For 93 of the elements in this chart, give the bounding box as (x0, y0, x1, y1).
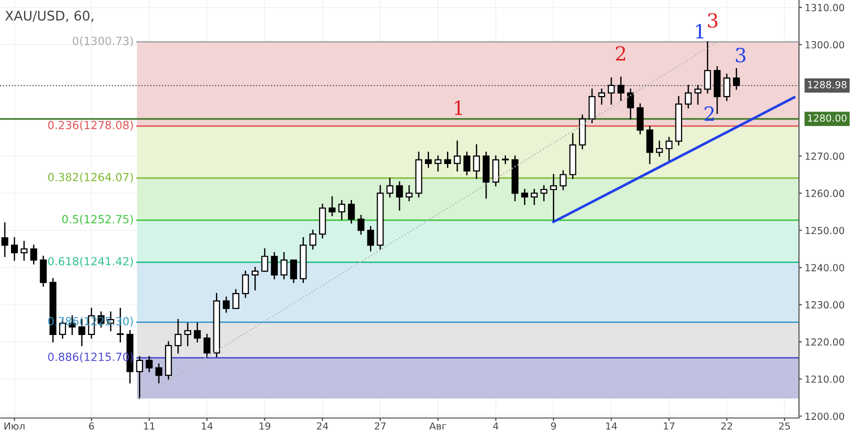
x-tick-label: 22 (721, 422, 732, 430)
candlestick (530, 188, 538, 205)
ref-line-label: 0.382(1264.07) (48, 172, 133, 183)
x-tick-label: 17 (664, 422, 674, 430)
candlestick (492, 155, 500, 186)
ref-line-label: 0.618(1241.42) (48, 256, 133, 267)
candlestick (598, 88, 606, 105)
x-tick-label: Авг (429, 422, 446, 430)
candlestick (608, 77, 615, 105)
x-tick-label: 4 (493, 422, 498, 430)
ref-line-label: 0.236(1278.08) (48, 120, 133, 131)
candlestick (367, 226, 374, 252)
candlestick (617, 76, 624, 101)
candlestick (136, 356, 144, 399)
candlestick (194, 322, 201, 342)
candlestick (30, 244, 38, 264)
candlestick (174, 318, 182, 354)
y-tick-label: 1300.00 (806, 41, 844, 48)
candlestick (155, 364, 162, 384)
candlestick (232, 289, 240, 310)
x-tick-label: 14 (202, 422, 213, 430)
candlestick (10, 237, 18, 261)
candlestick (242, 270, 249, 298)
candlestick (694, 84, 702, 105)
x-tick-label: 27 (374, 422, 386, 430)
candlestick (146, 356, 153, 372)
candlestick (222, 296, 230, 313)
x-tick-label: 14 (606, 422, 617, 430)
candlestick (40, 256, 47, 287)
y-tick-label: 1230.00 (806, 301, 844, 309)
candlestick (636, 103, 644, 134)
candlestick (666, 136, 672, 163)
candlestick (723, 74, 730, 101)
annotation: 3 (736, 48, 746, 62)
x-tick-label: 9 (551, 422, 556, 430)
x-tick-label: 11 (144, 422, 154, 430)
candlestick (204, 334, 210, 358)
x-tick-label: 6 (89, 422, 94, 430)
y-tick-label: 1250.00 (806, 226, 844, 234)
x-tick-label: 25 (779, 422, 790, 430)
annotation: 1 (696, 24, 704, 38)
candlestick (261, 248, 268, 272)
candlestick (338, 200, 346, 220)
y-tick-label: 1310.00 (806, 4, 844, 12)
candlestick (588, 88, 596, 124)
annotation: 1 (454, 100, 462, 115)
x-tick-label: 19 (260, 422, 270, 430)
candlestick (358, 214, 364, 235)
candlestick (627, 88, 634, 120)
y-tick-label: 1210.00 (806, 375, 844, 383)
candlestick (270, 252, 278, 280)
candlestick (646, 126, 654, 164)
candlestick (184, 322, 192, 346)
ref-line-label: 1280.00 (808, 114, 847, 122)
candlestick (406, 185, 413, 202)
candlestick (540, 185, 548, 202)
candlestick (328, 196, 336, 216)
candlestick (444, 152, 452, 168)
candlestick (309, 230, 316, 250)
candlestick (732, 68, 740, 90)
annotation: 2 (704, 106, 714, 121)
x-tick-label: Июл (4, 422, 24, 430)
y-tick-label: 1220.00 (806, 338, 844, 346)
candlestick (560, 170, 567, 190)
annotation: 3 (708, 13, 718, 28)
candlestick (473, 144, 480, 179)
candlestick (424, 152, 432, 168)
ref-line-label: 0(1300.73) (72, 36, 133, 46)
y-tick-label: 1260.00 (806, 190, 844, 198)
candlestick (434, 155, 442, 172)
candlestick (290, 259, 298, 284)
y-tick-label: 1200.00 (806, 412, 844, 420)
candlestick (20, 240, 28, 261)
candlestick (521, 188, 528, 205)
ref-line-label: 0.5(1252.75) (62, 214, 133, 225)
candlestick (454, 140, 461, 172)
candlestick (348, 200, 355, 224)
candlestick (1, 222, 8, 257)
candlestick (656, 140, 663, 157)
candlestick (463, 152, 470, 176)
ref-line-label: 1288.98 (808, 81, 847, 88)
candlestick (396, 181, 403, 211)
y-tick-label: 1270.00 (806, 152, 844, 160)
candlestick (252, 266, 259, 290)
candlestick (280, 252, 288, 280)
candlestick (704, 41, 711, 94)
text: XAU/USD, 60, (5, 10, 94, 22)
candlestick (386, 178, 394, 198)
y-tick-label: 1240.00 (806, 264, 844, 272)
candlestick (550, 174, 557, 222)
x-tick-label: 24 (317, 422, 328, 430)
candlestick (684, 84, 692, 108)
annotation: 2 (616, 46, 626, 61)
